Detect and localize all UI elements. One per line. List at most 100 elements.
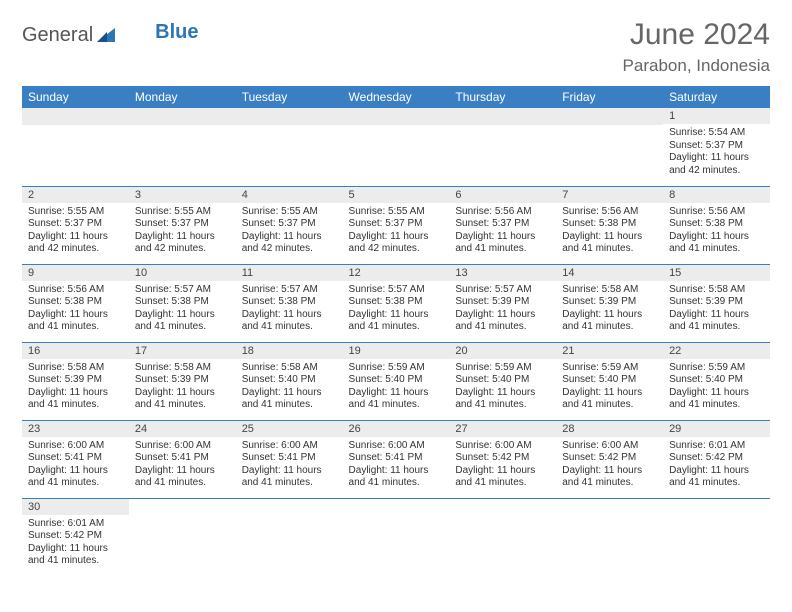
sunset-line: Sunset: 5:41 PM [135,452,230,465]
sunrise-line: Sunrise: 6:00 AM [349,440,444,453]
day-details: Sunrise: 6:00 AMSunset: 5:42 PMDaylight:… [556,437,663,494]
calendar-cell: 17Sunrise: 5:58 AMSunset: 5:39 PMDayligh… [129,342,236,420]
title-block: June 2024 Parabon, Indonesia [623,18,770,76]
day-details: Sunrise: 6:00 AMSunset: 5:41 PMDaylight:… [22,437,129,494]
day-number: 11 [236,265,343,281]
calendar-cell: 7Sunrise: 5:56 AMSunset: 5:38 PMDaylight… [556,186,663,264]
day-number: 2 [22,187,129,203]
calendar-cell [236,498,343,576]
day-details: Sunrise: 6:01 AMSunset: 5:42 PMDaylight:… [663,437,770,494]
logo: General Blue [22,24,199,47]
empty-day [129,108,236,125]
sunrise-line: Sunrise: 5:55 AM [135,206,230,219]
sunrise-line: Sunrise: 5:59 AM [455,362,550,375]
day-details: Sunrise: 6:01 AMSunset: 5:42 PMDaylight:… [22,515,129,572]
calendar-row: 30Sunrise: 6:01 AMSunset: 5:42 PMDayligh… [22,498,770,576]
calendar-cell: 14Sunrise: 5:58 AMSunset: 5:39 PMDayligh… [556,264,663,342]
day-details: Sunrise: 5:57 AMSunset: 5:38 PMDaylight:… [129,281,236,338]
daylight-line: Daylight: 11 hours and 42 minutes. [242,231,337,256]
day-of-week-row: SundayMondayTuesdayWednesdayThursdayFrid… [22,86,770,108]
sunset-line: Sunset: 5:41 PM [28,452,123,465]
sunset-line: Sunset: 5:37 PM [242,218,337,231]
sunrise-line: Sunrise: 5:57 AM [455,284,550,297]
empty-day [236,108,343,125]
month-title: June 2024 [623,18,770,52]
calendar-cell: 22Sunrise: 5:59 AMSunset: 5:40 PMDayligh… [663,342,770,420]
day-number: 16 [22,343,129,359]
calendar-cell: 25Sunrise: 6:00 AMSunset: 5:41 PMDayligh… [236,420,343,498]
day-number: 18 [236,343,343,359]
daylight-line: Daylight: 11 hours and 41 minutes. [562,231,657,256]
day-number: 5 [343,187,450,203]
sunrise-line: Sunrise: 6:00 AM [455,440,550,453]
calendar-cell [663,498,770,576]
sunset-line: Sunset: 5:38 PM [28,296,123,309]
sunrise-line: Sunrise: 5:55 AM [242,206,337,219]
calendar-cell: 15Sunrise: 5:58 AMSunset: 5:39 PMDayligh… [663,264,770,342]
daylight-line: Daylight: 11 hours and 41 minutes. [135,309,230,334]
daylight-line: Daylight: 11 hours and 42 minutes. [28,231,123,256]
daylight-line: Daylight: 11 hours and 41 minutes. [562,309,657,334]
calendar-cell: 23Sunrise: 6:00 AMSunset: 5:41 PMDayligh… [22,420,129,498]
daylight-line: Daylight: 11 hours and 41 minutes. [562,387,657,412]
calendar-cell: 21Sunrise: 5:59 AMSunset: 5:40 PMDayligh… [556,342,663,420]
sunrise-line: Sunrise: 5:59 AM [669,362,764,375]
day-details: Sunrise: 5:59 AMSunset: 5:40 PMDaylight:… [449,359,556,416]
daylight-line: Daylight: 11 hours and 41 minutes. [242,465,337,490]
sunset-line: Sunset: 5:38 PM [669,218,764,231]
daylight-line: Daylight: 11 hours and 42 minutes. [349,231,444,256]
day-details: Sunrise: 5:54 AMSunset: 5:37 PMDaylight:… [663,124,770,181]
daylight-line: Daylight: 11 hours and 41 minutes. [28,543,123,568]
calendar-cell: 29Sunrise: 6:01 AMSunset: 5:42 PMDayligh… [663,420,770,498]
day-number: 9 [22,265,129,281]
day-number: 29 [663,421,770,437]
sunset-line: Sunset: 5:38 PM [242,296,337,309]
calendar-cell: 20Sunrise: 5:59 AMSunset: 5:40 PMDayligh… [449,342,556,420]
calendar-cell: 6Sunrise: 5:56 AMSunset: 5:37 PMDaylight… [449,186,556,264]
sunrise-line: Sunrise: 6:00 AM [562,440,657,453]
calendar-cell: 13Sunrise: 5:57 AMSunset: 5:39 PMDayligh… [449,264,556,342]
sunset-line: Sunset: 5:39 PM [669,296,764,309]
day-number: 28 [556,421,663,437]
calendar-table: SundayMondayTuesdayWednesdayThursdayFrid… [22,86,770,576]
calendar-cell: 2Sunrise: 5:55 AMSunset: 5:37 PMDaylight… [22,186,129,264]
sunrise-line: Sunrise: 6:00 AM [28,440,123,453]
daylight-line: Daylight: 11 hours and 41 minutes. [455,387,550,412]
sunrise-line: Sunrise: 5:55 AM [349,206,444,219]
day-number: 24 [129,421,236,437]
sunrise-line: Sunrise: 5:57 AM [349,284,444,297]
day-number: 10 [129,265,236,281]
sunrise-line: Sunrise: 6:00 AM [242,440,337,453]
calendar-row: 16Sunrise: 5:58 AMSunset: 5:39 PMDayligh… [22,342,770,420]
sunset-line: Sunset: 5:38 PM [349,296,444,309]
day-details: Sunrise: 5:58 AMSunset: 5:39 PMDaylight:… [22,359,129,416]
day-number: 25 [236,421,343,437]
sunrise-line: Sunrise: 5:59 AM [349,362,444,375]
calendar-cell: 30Sunrise: 6:01 AMSunset: 5:42 PMDayligh… [22,498,129,576]
sunrise-line: Sunrise: 6:01 AM [28,518,123,531]
calendar-cell: 10Sunrise: 5:57 AMSunset: 5:38 PMDayligh… [129,264,236,342]
daylight-line: Daylight: 11 hours and 41 minutes. [455,231,550,256]
day-details: Sunrise: 6:00 AMSunset: 5:42 PMDaylight:… [449,437,556,494]
day-details: Sunrise: 5:58 AMSunset: 5:39 PMDaylight:… [129,359,236,416]
sunset-line: Sunset: 5:42 PM [562,452,657,465]
day-number: 1 [663,108,770,124]
day-number: 15 [663,265,770,281]
day-details: Sunrise: 5:56 AMSunset: 5:38 PMDaylight:… [663,203,770,260]
empty-day [556,108,663,125]
calendar-row: 23Sunrise: 6:00 AMSunset: 5:41 PMDayligh… [22,420,770,498]
calendar-cell: 1Sunrise: 5:54 AMSunset: 5:37 PMDaylight… [663,108,770,186]
calendar-cell: 27Sunrise: 6:00 AMSunset: 5:42 PMDayligh… [449,420,556,498]
daylight-line: Daylight: 11 hours and 41 minutes. [135,465,230,490]
day-number: 19 [343,343,450,359]
day-details: Sunrise: 5:59 AMSunset: 5:40 PMDaylight:… [556,359,663,416]
sunset-line: Sunset: 5:40 PM [562,374,657,387]
calendar-row: 9Sunrise: 5:56 AMSunset: 5:38 PMDaylight… [22,264,770,342]
day-number: 12 [343,265,450,281]
sunset-line: Sunset: 5:38 PM [135,296,230,309]
day-of-week-header: Wednesday [343,86,450,108]
day-details: Sunrise: 5:55 AMSunset: 5:37 PMDaylight:… [236,203,343,260]
sunrise-line: Sunrise: 5:57 AM [135,284,230,297]
calendar-cell: 12Sunrise: 5:57 AMSunset: 5:38 PMDayligh… [343,264,450,342]
calendar-cell: 3Sunrise: 5:55 AMSunset: 5:37 PMDaylight… [129,186,236,264]
